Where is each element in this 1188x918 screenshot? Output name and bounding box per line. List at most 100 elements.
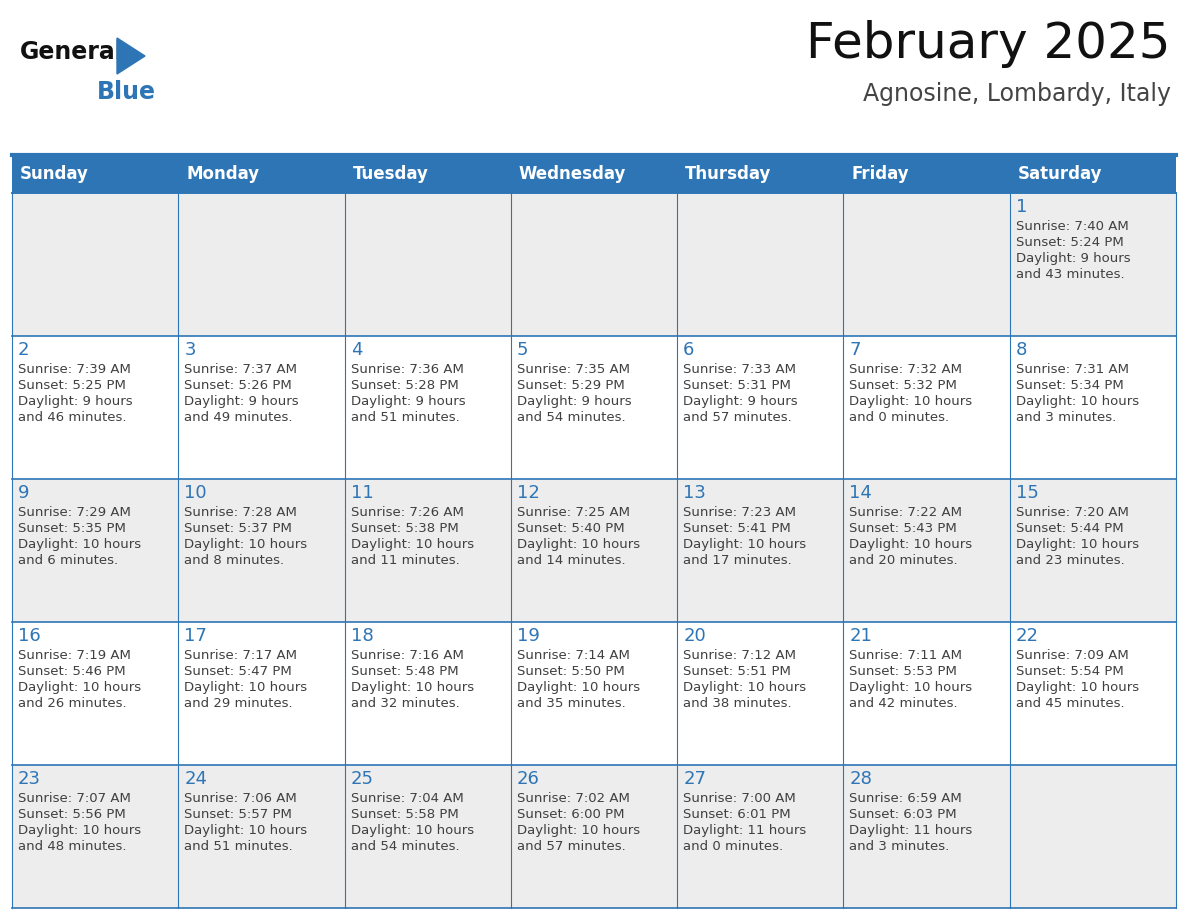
Text: and 29 minutes.: and 29 minutes. xyxy=(184,697,293,710)
Text: and 32 minutes.: and 32 minutes. xyxy=(350,697,460,710)
Bar xyxy=(12,479,178,622)
Text: 20: 20 xyxy=(683,627,706,645)
Text: 3: 3 xyxy=(184,341,196,359)
Text: 16: 16 xyxy=(18,627,40,645)
Text: Thursday: Thursday xyxy=(685,165,771,183)
Text: 22: 22 xyxy=(1016,627,1038,645)
Bar xyxy=(843,336,1010,479)
Bar xyxy=(345,622,511,765)
Text: Sunset: 5:32 PM: Sunset: 5:32 PM xyxy=(849,379,958,392)
Text: Daylight: 10 hours: Daylight: 10 hours xyxy=(18,824,141,837)
Bar xyxy=(178,336,345,479)
Bar xyxy=(178,765,345,908)
Text: Sunrise: 7:25 AM: Sunrise: 7:25 AM xyxy=(517,506,630,519)
Text: Sunrise: 7:19 AM: Sunrise: 7:19 AM xyxy=(18,649,131,662)
Text: Sunset: 5:48 PM: Sunset: 5:48 PM xyxy=(350,665,459,678)
Text: Sunset: 5:56 PM: Sunset: 5:56 PM xyxy=(18,808,126,821)
Text: Sunrise: 7:20 AM: Sunrise: 7:20 AM xyxy=(1016,506,1129,519)
Polygon shape xyxy=(116,38,145,74)
Text: Sunrise: 7:40 AM: Sunrise: 7:40 AM xyxy=(1016,220,1129,233)
Text: Sunset: 5:44 PM: Sunset: 5:44 PM xyxy=(1016,522,1124,535)
Text: Sunset: 6:01 PM: Sunset: 6:01 PM xyxy=(683,808,791,821)
Bar xyxy=(178,622,345,765)
Text: Daylight: 10 hours: Daylight: 10 hours xyxy=(849,681,973,694)
Text: and 45 minutes.: and 45 minutes. xyxy=(1016,697,1124,710)
Text: Tuesday: Tuesday xyxy=(353,165,429,183)
Text: Blue: Blue xyxy=(97,80,156,104)
Text: Sunrise: 7:14 AM: Sunrise: 7:14 AM xyxy=(517,649,630,662)
Text: Sunset: 5:35 PM: Sunset: 5:35 PM xyxy=(18,522,126,535)
Text: Daylight: 10 hours: Daylight: 10 hours xyxy=(517,538,640,551)
Bar xyxy=(1010,336,1176,479)
Text: Sunrise: 7:28 AM: Sunrise: 7:28 AM xyxy=(184,506,297,519)
Text: 25: 25 xyxy=(350,770,373,788)
Text: Sunday: Sunday xyxy=(20,165,89,183)
Text: Daylight: 10 hours: Daylight: 10 hours xyxy=(849,538,973,551)
Text: and 42 minutes.: and 42 minutes. xyxy=(849,697,958,710)
Bar xyxy=(677,193,843,336)
Bar xyxy=(843,193,1010,336)
Text: Daylight: 9 hours: Daylight: 9 hours xyxy=(184,395,299,408)
Text: and 54 minutes.: and 54 minutes. xyxy=(350,840,460,853)
Text: and 54 minutes.: and 54 minutes. xyxy=(517,411,626,424)
Bar xyxy=(345,193,511,336)
Text: and 51 minutes.: and 51 minutes. xyxy=(184,840,293,853)
Text: Sunrise: 7:32 AM: Sunrise: 7:32 AM xyxy=(849,363,962,376)
Bar xyxy=(843,479,1010,622)
Text: Sunrise: 7:33 AM: Sunrise: 7:33 AM xyxy=(683,363,796,376)
Text: and 35 minutes.: and 35 minutes. xyxy=(517,697,626,710)
Bar xyxy=(511,622,677,765)
Text: 18: 18 xyxy=(350,627,373,645)
Text: Daylight: 10 hours: Daylight: 10 hours xyxy=(184,538,308,551)
Text: Sunrise: 7:39 AM: Sunrise: 7:39 AM xyxy=(18,363,131,376)
Text: Daylight: 9 hours: Daylight: 9 hours xyxy=(683,395,798,408)
Text: and 57 minutes.: and 57 minutes. xyxy=(517,840,626,853)
Text: 21: 21 xyxy=(849,627,872,645)
Text: Sunset: 5:57 PM: Sunset: 5:57 PM xyxy=(184,808,292,821)
Text: Daylight: 9 hours: Daylight: 9 hours xyxy=(517,395,632,408)
Text: Sunset: 5:29 PM: Sunset: 5:29 PM xyxy=(517,379,625,392)
Text: and 38 minutes.: and 38 minutes. xyxy=(683,697,791,710)
Text: and 20 minutes.: and 20 minutes. xyxy=(849,554,958,567)
Text: Daylight: 10 hours: Daylight: 10 hours xyxy=(18,538,141,551)
Text: Sunset: 5:37 PM: Sunset: 5:37 PM xyxy=(184,522,292,535)
Bar xyxy=(1010,479,1176,622)
Text: Daylight: 10 hours: Daylight: 10 hours xyxy=(683,681,807,694)
Bar xyxy=(345,479,511,622)
Bar xyxy=(178,479,345,622)
Bar xyxy=(1010,622,1176,765)
Text: Sunset: 5:25 PM: Sunset: 5:25 PM xyxy=(18,379,126,392)
Text: Sunrise: 6:59 AM: Sunrise: 6:59 AM xyxy=(849,792,962,805)
Bar xyxy=(178,193,345,336)
Text: Sunrise: 7:35 AM: Sunrise: 7:35 AM xyxy=(517,363,630,376)
Text: Daylight: 10 hours: Daylight: 10 hours xyxy=(1016,395,1139,408)
Text: Wednesday: Wednesday xyxy=(519,165,626,183)
Text: Sunrise: 7:04 AM: Sunrise: 7:04 AM xyxy=(350,792,463,805)
Text: and 48 minutes.: and 48 minutes. xyxy=(18,840,126,853)
Text: Sunset: 5:46 PM: Sunset: 5:46 PM xyxy=(18,665,126,678)
Text: and 57 minutes.: and 57 minutes. xyxy=(683,411,792,424)
Text: Sunrise: 7:12 AM: Sunrise: 7:12 AM xyxy=(683,649,796,662)
Text: Sunrise: 7:16 AM: Sunrise: 7:16 AM xyxy=(350,649,463,662)
Bar xyxy=(843,622,1010,765)
Text: Sunrise: 7:37 AM: Sunrise: 7:37 AM xyxy=(184,363,297,376)
Text: Daylight: 10 hours: Daylight: 10 hours xyxy=(350,824,474,837)
Text: and 26 minutes.: and 26 minutes. xyxy=(18,697,127,710)
Text: Sunset: 5:47 PM: Sunset: 5:47 PM xyxy=(184,665,292,678)
Text: Sunset: 5:34 PM: Sunset: 5:34 PM xyxy=(1016,379,1124,392)
Text: Sunset: 5:58 PM: Sunset: 5:58 PM xyxy=(350,808,459,821)
Text: Daylight: 11 hours: Daylight: 11 hours xyxy=(849,824,973,837)
Bar xyxy=(843,765,1010,908)
Text: Sunset: 5:38 PM: Sunset: 5:38 PM xyxy=(350,522,459,535)
Bar xyxy=(12,336,178,479)
Text: 23: 23 xyxy=(18,770,42,788)
Text: Daylight: 11 hours: Daylight: 11 hours xyxy=(683,824,807,837)
Text: 17: 17 xyxy=(184,627,207,645)
Text: Friday: Friday xyxy=(852,165,909,183)
Text: and 3 minutes.: and 3 minutes. xyxy=(849,840,949,853)
Text: Sunrise: 7:31 AM: Sunrise: 7:31 AM xyxy=(1016,363,1129,376)
Bar xyxy=(1010,193,1176,336)
Bar xyxy=(677,479,843,622)
Text: Daylight: 10 hours: Daylight: 10 hours xyxy=(849,395,973,408)
Text: Sunset: 5:40 PM: Sunset: 5:40 PM xyxy=(517,522,625,535)
